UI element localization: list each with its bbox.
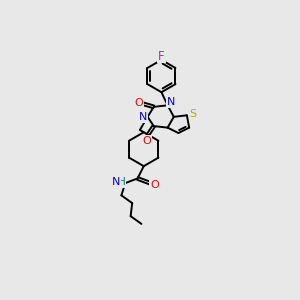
Text: F: F [158, 50, 165, 62]
Text: H: H [118, 177, 125, 187]
Text: O: O [150, 180, 159, 190]
Text: N: N [112, 177, 120, 187]
Text: N: N [167, 97, 175, 107]
Text: O: O [134, 98, 143, 108]
Text: S: S [190, 109, 196, 119]
Text: N: N [139, 112, 147, 122]
Text: O: O [142, 136, 151, 146]
